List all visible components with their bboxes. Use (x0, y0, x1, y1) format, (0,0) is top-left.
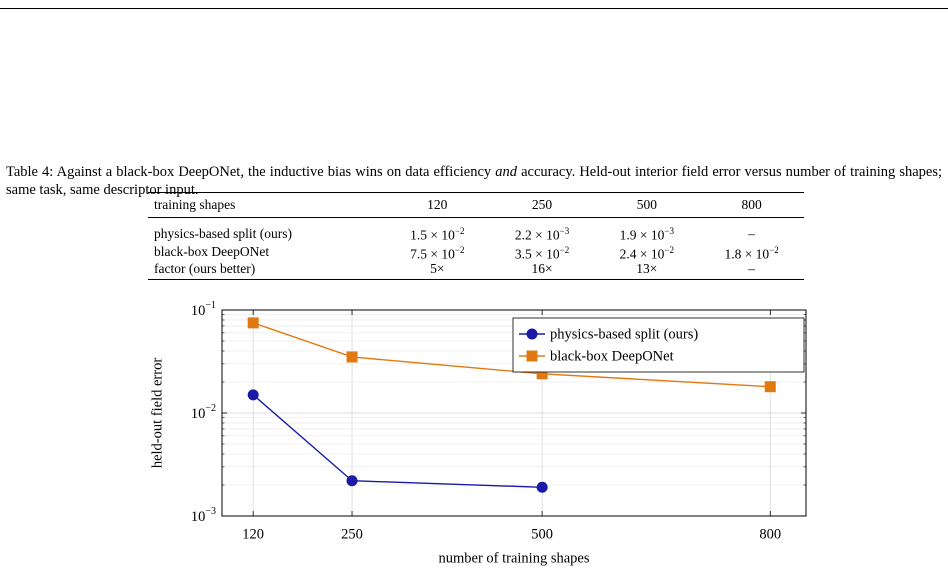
table-row: black-box DeepONet 7.5 × 10−2 3.5 × 10−2 2.… (148, 243, 804, 262)
cell-base: 1.5 × 10 (410, 227, 455, 243)
table-cell: 1.5 × 10−2 (385, 218, 490, 243)
cell-exponent: −2 (664, 244, 674, 255)
table-cell: factor (ours better) (154, 261, 256, 276)
tick-base: 10 (191, 509, 206, 525)
tick-base: 10 (191, 406, 206, 422)
table-cell: black-box DeepONet (154, 244, 270, 260)
table-cell: 2.4 × 10−2 (594, 243, 699, 262)
data-point (536, 481, 548, 493)
cell-exponent: −2 (454, 226, 465, 236)
table-cell: 5× (430, 261, 445, 276)
table-cell: 13× (636, 261, 658, 276)
table-row: factor (ours better) 5× 16× 13× – (148, 261, 804, 280)
header-cell: 500 (636, 197, 657, 212)
legend-label: physics-based split (ours) (550, 326, 698, 342)
legend-box (512, 317, 805, 373)
x-tick-label: 120 (242, 526, 264, 542)
cell-exponent: −3 (664, 226, 674, 236)
data-point (346, 475, 358, 487)
y-tick-label: 10−1 (191, 300, 216, 319)
x-tick-label: 800 (759, 526, 781, 542)
table-cell: – (748, 261, 755, 276)
cell-exponent: −2 (559, 244, 570, 255)
caption-label: Table 4: (6, 164, 54, 180)
x-axis-label: number of training shapes (438, 550, 589, 566)
cell-base: 2.2 × 10 (514, 227, 560, 243)
tick-exponent: −1 (205, 300, 216, 311)
y-axis-label: held-out field error (149, 358, 165, 468)
rule (0, 8, 948, 9)
data-point (764, 381, 776, 393)
series-line (252, 394, 543, 488)
data-point (346, 351, 358, 363)
caption-emphasis: and (495, 164, 517, 180)
caption: Table 4: Against a black-box DeepONet, t… (6, 163, 942, 199)
plot-frame (221, 309, 807, 517)
x-tick-label: 500 (531, 526, 553, 542)
legend-marker (526, 328, 538, 340)
header-cell: 120 (427, 197, 448, 212)
table-cell: 1.9 × 10−3 (594, 218, 699, 243)
caption-text: accuracy. Held-out interior field error … (6, 164, 943, 198)
table-cell: 16× (531, 261, 553, 276)
cell-base: 3.5 × 10 (514, 246, 560, 261)
caption-text: Against a black-box DeepONet, the induct… (56, 164, 492, 180)
table-cell: – (748, 225, 755, 241)
cell-exponent: −2 (769, 244, 779, 255)
table: training shapes 120 250 500 800 physics-based… (148, 192, 804, 280)
legend-marker (526, 350, 538, 362)
tick-exponent: −3 (205, 506, 216, 517)
table-cell: 1.8 × 10−2 (699, 243, 804, 262)
cell-base: 1.8 × 10 (724, 246, 770, 261)
table-cell: 2.2 × 10−3 (490, 218, 595, 243)
y-tick-label: 10−2 (191, 403, 216, 422)
data-point (247, 317, 259, 329)
cell-base: 7.5 × 10 (410, 246, 455, 261)
table-cell: 7.5 × 10−2 (385, 243, 490, 262)
data-point (247, 389, 259, 401)
table-row: physics-based split (ours) 1.5 × 10−2 2.2 … (148, 218, 804, 243)
cell-base: 1.9 × 10 (619, 227, 665, 243)
cell-exponent: −2 (454, 244, 465, 255)
series-line (252, 322, 771, 388)
header-row: training shapes 120 250 500 800 (148, 192, 804, 218)
table-cell: 3.5 × 10−2 (490, 243, 595, 262)
tick-base: 10 (191, 303, 206, 319)
header-cell: training shapes (154, 197, 236, 212)
header-cell: 800 (741, 197, 762, 212)
y-tick-label: 10−3 (191, 506, 216, 525)
legend-label: black-box DeepONet (550, 348, 674, 364)
data-point (536, 368, 548, 380)
x-tick-label: 250 (341, 526, 363, 542)
header-cell: 250 (531, 197, 553, 212)
tick-exponent: −2 (205, 403, 216, 414)
cell-base: 2.4 × 10 (619, 246, 665, 261)
cell-exponent: −3 (559, 226, 570, 236)
table-cell: physics-based split (ours) (154, 225, 292, 241)
